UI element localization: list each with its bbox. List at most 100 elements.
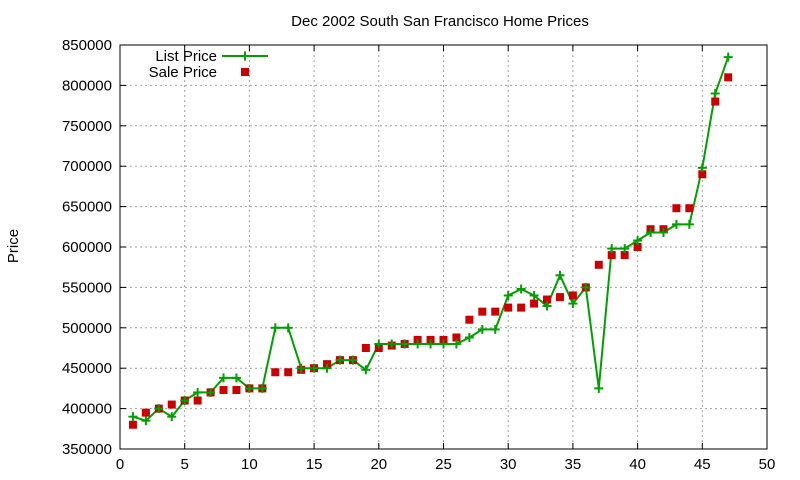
list-price-point	[607, 244, 617, 254]
list-price-point	[426, 339, 436, 349]
sale-price-point	[685, 204, 694, 213]
sale-price-point	[465, 315, 474, 324]
sale-price-point	[491, 307, 500, 316]
y-tick-label: 600000	[62, 239, 112, 256]
y-tick-label: 850000	[62, 37, 112, 54]
x-tick-label: 45	[694, 456, 711, 473]
list-price-point	[387, 339, 397, 349]
x-tick-label: 50	[759, 456, 776, 473]
sale-price-point	[594, 260, 603, 269]
y-tick-label: 750000	[62, 118, 112, 135]
sale-price-point	[607, 251, 616, 260]
sale-price-point	[530, 299, 539, 308]
sale-price-point	[141, 408, 150, 417]
list-price-point	[646, 227, 656, 237]
sale-price-point	[672, 204, 681, 213]
list-price-point	[477, 324, 487, 334]
list-price-point	[128, 412, 138, 422]
y-tick-label: 350000	[62, 441, 112, 458]
sale-price-point	[232, 386, 241, 395]
list-price-point	[490, 324, 500, 334]
y-tick-labels: 350000 400000 450000 500000 550000 600000 6500…	[62, 37, 112, 458]
sale-price-point	[271, 368, 280, 377]
axis-ticks	[119, 44, 768, 450]
y-tick-label: 550000	[62, 279, 112, 296]
grid	[120, 45, 767, 449]
list-price-point	[542, 301, 552, 311]
sale-price-point	[193, 396, 202, 405]
list-price-point	[141, 416, 151, 426]
x-tick-label: 10	[241, 456, 258, 473]
sale-price-point	[711, 97, 720, 106]
x-tick-label: 40	[629, 456, 646, 473]
list-price-point	[206, 387, 216, 397]
sale-price-point	[620, 251, 629, 260]
y-axis-label: Price	[5, 229, 22, 263]
sale-price-point	[633, 243, 642, 251]
list-price-point	[296, 363, 306, 373]
list-price-point	[309, 363, 319, 373]
list-price-point	[633, 236, 643, 246]
sale-price-point	[517, 303, 526, 312]
x-tick-label: 20	[370, 456, 387, 473]
y-tick-label: 800000	[62, 77, 112, 94]
list-price-point	[516, 284, 526, 294]
list-price-point	[581, 282, 591, 292]
sale-price-point	[167, 400, 176, 409]
y-tick-label: 450000	[62, 360, 112, 377]
list-price-point	[400, 339, 410, 349]
chart-title: Dec 2002 South San Francisco Home Prices	[291, 13, 589, 30]
list-price-line	[132, 56, 730, 422]
list-price-point	[283, 323, 293, 333]
list-price-point	[167, 412, 177, 422]
list-price-point	[193, 387, 203, 397]
y-tick-label: 700000	[62, 158, 112, 175]
list-price-point	[529, 290, 539, 300]
list-price-point	[710, 88, 720, 98]
list-price-point	[219, 373, 229, 383]
list-price-point	[503, 290, 513, 300]
x-tick-label: 15	[306, 456, 323, 473]
list-price-point	[464, 332, 474, 342]
list-price-point	[671, 219, 681, 229]
list-price-point	[348, 355, 358, 365]
x-tick-label: 35	[565, 456, 582, 473]
list-price-point	[594, 383, 604, 393]
list-price-point	[439, 339, 448, 349]
list-price-point	[374, 339, 384, 349]
sale-price-point	[555, 293, 564, 302]
legend-label-list-price: List Price	[155, 48, 217, 65]
list-price-point	[697, 163, 707, 173]
x-tick-label: 25	[435, 456, 452, 473]
list-price-point	[231, 373, 241, 383]
list-price-point	[270, 323, 280, 333]
sale-price-point	[219, 386, 228, 395]
list-price-point	[555, 270, 565, 280]
x-tick-labels: 0 5 10 15 20 25 30 35 40 45 50	[116, 456, 776, 473]
list-price-point	[257, 383, 267, 393]
list-price-point	[658, 227, 668, 237]
y-tick-label: 500000	[62, 320, 112, 337]
list-price-point	[620, 244, 630, 254]
list-price-point	[154, 404, 164, 414]
list-price-point	[723, 52, 733, 62]
sale-price-point	[284, 368, 293, 377]
sale-price-point	[504, 303, 513, 312]
list-price-point	[451, 339, 461, 349]
sale-price-point	[452, 333, 461, 342]
list-price-point	[335, 355, 345, 365]
series	[128, 52, 733, 429]
legend: List Price Sale Price	[149, 48, 268, 81]
list-price-point	[322, 363, 332, 373]
list-price-point	[684, 219, 694, 229]
y-tick-label: 650000	[62, 199, 112, 216]
sale-price-point	[361, 344, 370, 352]
sale-price-point	[543, 295, 552, 304]
list-price-point	[413, 339, 423, 349]
legend-swatch-sale-price	[241, 68, 249, 76]
x-tick-label: 5	[181, 456, 189, 473]
list-price-point	[180, 396, 190, 406]
x-tick-label: 0	[116, 456, 124, 473]
list-price-point	[361, 365, 371, 375]
